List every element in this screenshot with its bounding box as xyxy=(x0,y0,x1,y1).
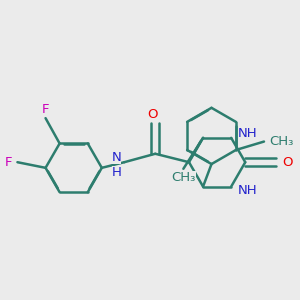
Text: H: H xyxy=(112,166,122,178)
Text: NH: NH xyxy=(238,127,258,140)
Text: O: O xyxy=(282,156,292,169)
Text: CH₃: CH₃ xyxy=(270,135,294,148)
Text: O: O xyxy=(147,108,158,121)
Text: CH₃: CH₃ xyxy=(171,171,196,184)
Text: F: F xyxy=(42,103,49,116)
Text: NH: NH xyxy=(238,184,258,197)
Text: N: N xyxy=(112,152,122,164)
Text: F: F xyxy=(4,156,12,169)
